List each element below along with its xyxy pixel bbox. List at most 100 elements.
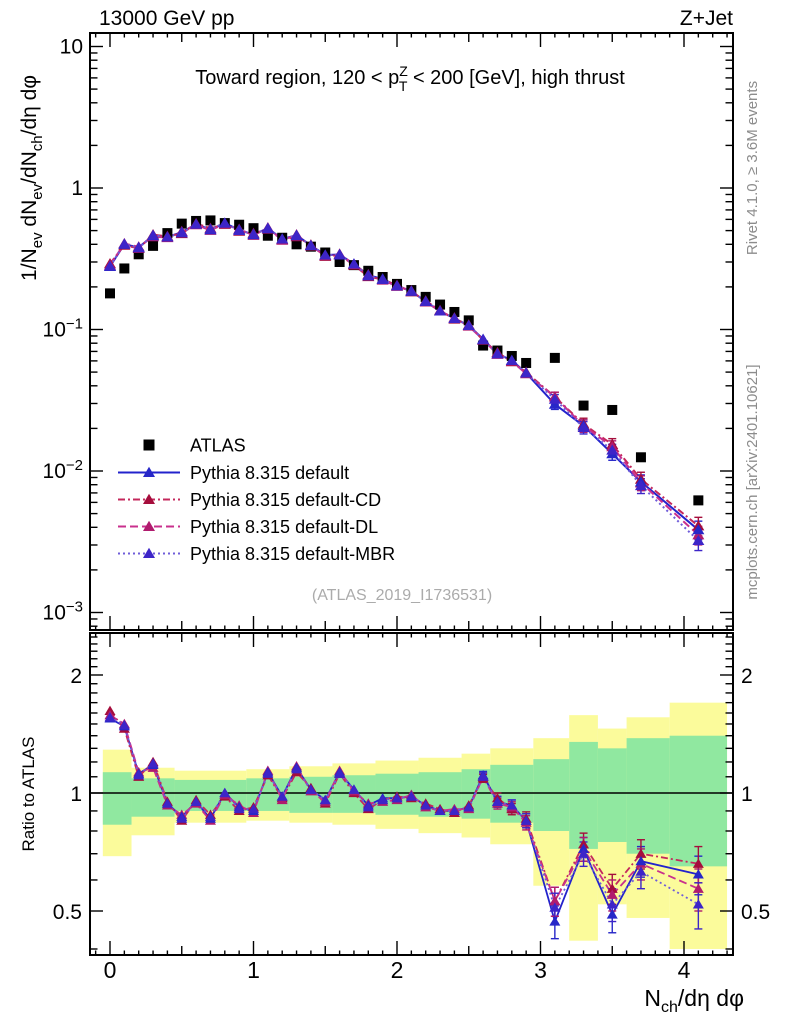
mc-data-point: [692, 534, 705, 546]
uncertainty-band-green-segment: [102, 772, 132, 825]
ratio-point: [549, 895, 561, 906]
ratio-y-tick-label-right: 0.5: [741, 901, 770, 924]
atlas-data-point: [105, 288, 115, 299]
legend-marker-triangle: [143, 547, 155, 558]
ratio-point: [233, 803, 245, 814]
legend-marker-triangle: [143, 493, 155, 504]
legend-item-pythia-8-315-default-cd: Pythia 8.315 default-CD: [118, 490, 381, 510]
mc-data-point: [204, 223, 217, 234]
mc-data-point: [161, 231, 174, 242]
legend-label: Pythia 8.315 default-MBR: [190, 544, 395, 564]
mc-data-point: [132, 242, 145, 253]
main-y-tick-label: 1: [71, 177, 83, 200]
x-axis-label: Nch/dη dφ: [644, 985, 744, 1016]
mc-data-point: [376, 273, 389, 285]
atlas-data-point: [521, 357, 532, 368]
atlas-data-point: [148, 240, 159, 251]
legend-item-atlas: ATLAS: [143, 436, 246, 456]
ratio-point: [692, 858, 704, 868]
markers-pythia-8-315-default-mbr: [104, 217, 705, 546]
ratio-point: [578, 843, 590, 854]
x-tick-label: 4: [678, 957, 691, 983]
legend-marker-square: [143, 439, 155, 451]
tick-labels: 0 1 2 3 4 10 1 10−1 10−2 10−3 2 2 1 1 0.5 0.5: [43, 36, 771, 984]
x-tick-label: 3: [534, 957, 547, 983]
mc-data-point: [548, 393, 561, 404]
ratio-point: [606, 889, 618, 899]
uncertainty-band-green-segment: [131, 778, 175, 817]
ratio-point: [549, 902, 561, 912]
ratio-point: [291, 763, 303, 774]
ratio-point: [190, 796, 202, 806]
x-tick-label: 1: [247, 957, 260, 983]
ratio-point: [118, 719, 130, 730]
atlas-data-point: [205, 215, 216, 226]
mc-data-point: [477, 334, 490, 345]
mc-data-point: [347, 258, 360, 269]
series-atlas-main: [105, 215, 704, 506]
mc-data-point: [319, 249, 332, 260]
ratio-point: [405, 791, 417, 801]
markers-pythia-8-315-default: [104, 217, 705, 535]
ratio-point: [635, 866, 647, 876]
panel-title: Toward region, 120 < pZ T < 200 [GeV], hi…: [195, 63, 625, 94]
mc-data-point: [405, 285, 418, 296]
y-axis-label: 1/Nev dNev/dNch/dη dφ: [18, 75, 46, 281]
x-tick-label: 0: [104, 957, 117, 983]
atlas-data-point: [549, 352, 560, 363]
ratio-y-tick-label: 0.5: [53, 901, 82, 924]
ratio-point: [161, 798, 173, 808]
mc-data-point: [634, 479, 647, 491]
ratio-point: [578, 848, 590, 858]
legend-label: Pythia 8.315 default-CD: [190, 490, 381, 510]
ratio-point: [448, 805, 460, 816]
ratio-point: [204, 811, 216, 821]
mc-data-point: [448, 312, 461, 323]
ratio-point: [319, 794, 331, 805]
ratio-point: [362, 801, 374, 812]
main-panel-frame: [89, 32, 734, 631]
ratio-point: [520, 815, 532, 825]
axes-and-frames: [89, 32, 734, 956]
mc-data-point: [692, 529, 705, 540]
mc-data-point: [118, 238, 131, 249]
mc-data-point: [261, 223, 274, 234]
main-y-tick-label: 10−3: [43, 599, 83, 625]
ratio-point: [219, 787, 231, 798]
mc-data-point: [434, 305, 447, 316]
atlas-data-point: [176, 218, 187, 229]
ratio-y-tick-label: 2: [70, 665, 82, 688]
ratio-point: [692, 869, 704, 879]
mc-data-point: [247, 228, 260, 239]
ratio-point: [133, 770, 145, 780]
mc-data-point: [276, 233, 289, 244]
mc-data-point: [290, 230, 303, 241]
watermark: (ATLAS_2019_I1736531): [312, 587, 492, 604]
ratio-point: [348, 784, 360, 794]
ratio-y-tick-label-right: 1: [741, 783, 753, 806]
ratio-point: [477, 771, 489, 781]
mc-data-point: [333, 249, 346, 260]
legend-label: ATLAS: [190, 436, 246, 456]
ratio-point: [147, 758, 159, 768]
legend-marker-triangle: [143, 520, 155, 531]
ratio-y-tick-label: 1: [70, 783, 82, 806]
markers-pythia-8-315-default-cd: [104, 217, 705, 531]
ratio-point: [262, 768, 274, 778]
mc-data-point: [175, 227, 188, 238]
header-left-label: 13000 GeV pp: [99, 7, 234, 30]
main-panel-series: [104, 215, 705, 552]
legend: ATLAS Pythia 8.315 default Pythia 8.315 de…: [118, 436, 395, 564]
ratio-point: [176, 813, 188, 823]
atlas-data-point: [291, 239, 302, 250]
atlas-data-point: [478, 340, 489, 351]
ratio-panel-series: [104, 705, 704, 940]
ratio-point: [334, 768, 346, 778]
mc-data-point: [520, 367, 533, 378]
mc-data-point: [218, 217, 231, 228]
ratio-point: [104, 712, 116, 722]
main-y-tick-label: 10−1: [43, 316, 83, 342]
legend-item-pythia-8-315-default-mbr: Pythia 8.315 default-MBR: [118, 544, 395, 564]
